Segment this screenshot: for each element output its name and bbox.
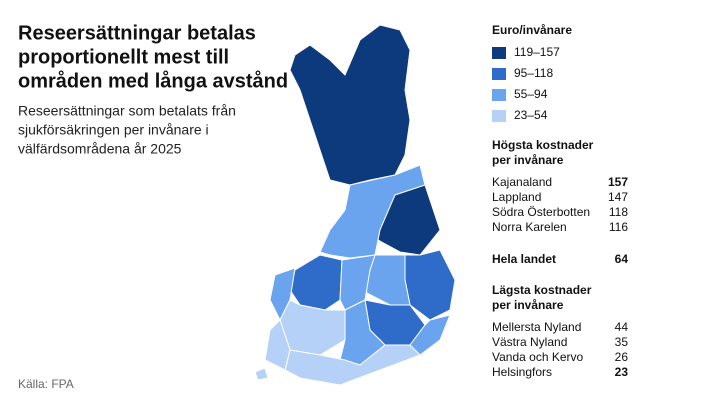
row-value: 147 — [608, 190, 628, 204]
legend-label: 23–54 — [514, 108, 548, 122]
row-name: Hela landet — [492, 252, 556, 266]
row-value: 157 — [608, 175, 628, 189]
row-name: Södra Österbotten — [492, 205, 590, 219]
source: Källa: FPA — [18, 377, 74, 391]
row-value: 116 — [609, 220, 628, 234]
row-name: Lappland — [492, 190, 541, 204]
legend-swatch — [492, 68, 506, 80]
legend-label: 119–157 — [514, 45, 560, 59]
region — [377, 184, 441, 256]
region — [254, 367, 269, 381]
legend-swatch — [492, 47, 506, 59]
legend-swatch — [492, 110, 506, 122]
title: områden med långa avstånd — [18, 69, 288, 92]
row-name: Västra Nyland — [492, 335, 567, 349]
section-heading: per invånare — [492, 153, 564, 167]
region — [289, 24, 411, 186]
title: proportionellt mest till — [18, 46, 229, 68]
row-name: Helsingfors — [492, 365, 552, 379]
row-value: 35 — [615, 335, 629, 349]
legend-label: 95–118 — [514, 66, 553, 80]
legend-title: Euro/invånare — [492, 23, 572, 37]
section-heading: Lägsta kostnader — [492, 283, 592, 297]
map — [254, 24, 456, 386]
row-value: 64 — [615, 252, 629, 266]
title: Reseersättningar betalas — [18, 22, 256, 44]
section-heading: Högsta kostnader — [492, 138, 594, 152]
row-name: Kajanaland — [492, 175, 552, 189]
legend-swatch — [492, 89, 506, 101]
subtitle: välfärdsområdena år 2025 — [18, 141, 182, 157]
row-value: 118 — [609, 205, 628, 219]
section-heading: per invånare — [492, 298, 564, 312]
legend-label: 55–94 — [514, 87, 548, 101]
row-name: Norra Karelen — [492, 220, 567, 234]
region — [284, 344, 421, 386]
subtitle: Reseersättningar som betalats från — [18, 103, 236, 119]
subtitle: sjukförsäkringen per invånare i — [18, 122, 209, 138]
row-value: 23 — [615, 365, 629, 379]
region — [264, 319, 291, 371]
row-name: Vanda och Kervo — [492, 350, 583, 364]
row-value: 26 — [615, 350, 629, 364]
row-value: 44 — [615, 320, 629, 334]
row-name: Mellersta Nyland — [492, 320, 581, 334]
